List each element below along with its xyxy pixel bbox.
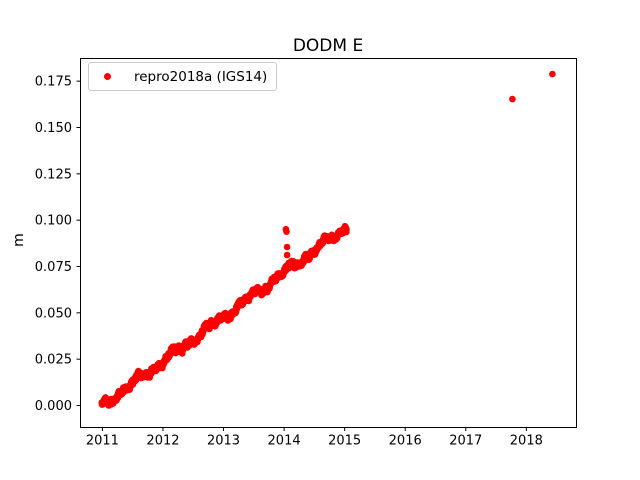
x-tick-label: 2017: [449, 434, 482, 449]
y-axis-label: m: [11, 233, 27, 247]
data-point: [343, 226, 350, 233]
data-point: [283, 251, 291, 259]
x-tick-label: 2018: [510, 434, 543, 449]
x-tick-label: 2011: [86, 434, 119, 449]
legend-red-dot-icon: [104, 73, 111, 80]
y-tick-label: 0.150: [35, 121, 72, 136]
y-tick-label: 0.100: [35, 214, 72, 229]
scatter-points-layer: [98, 70, 556, 409]
y-tick-label: 0.025: [35, 353, 72, 368]
data-point: [283, 228, 290, 235]
x-tick-label: 2013: [207, 434, 240, 449]
chart-title: DODM E: [292, 36, 364, 56]
y-tick-label: 0.075: [35, 260, 72, 275]
x-tick-label: 2012: [146, 434, 179, 449]
axes-layer: 2011 2012 2013 2014 2015 2016 2017 2018 0.000 0.0…: [35, 58, 577, 449]
data-point: [509, 95, 516, 103]
y-tick-label: 0.000: [35, 399, 72, 414]
data-point: [549, 70, 556, 78]
x-tick-label: 2015: [328, 434, 361, 449]
plot-spines: [80, 58, 577, 428]
x-tick-label: 2016: [389, 434, 422, 449]
y-tick-label: 0.050: [35, 306, 72, 321]
data-point: [283, 243, 291, 251]
y-tick-label: 0.175: [35, 75, 72, 90]
legend: repro2018a (IGS14): [88, 62, 277, 91]
x-tick-label: 2014: [268, 434, 301, 449]
y-tick-label: 0.125: [35, 167, 72, 182]
legend-label: repro2018a (IGS14): [134, 68, 268, 85]
